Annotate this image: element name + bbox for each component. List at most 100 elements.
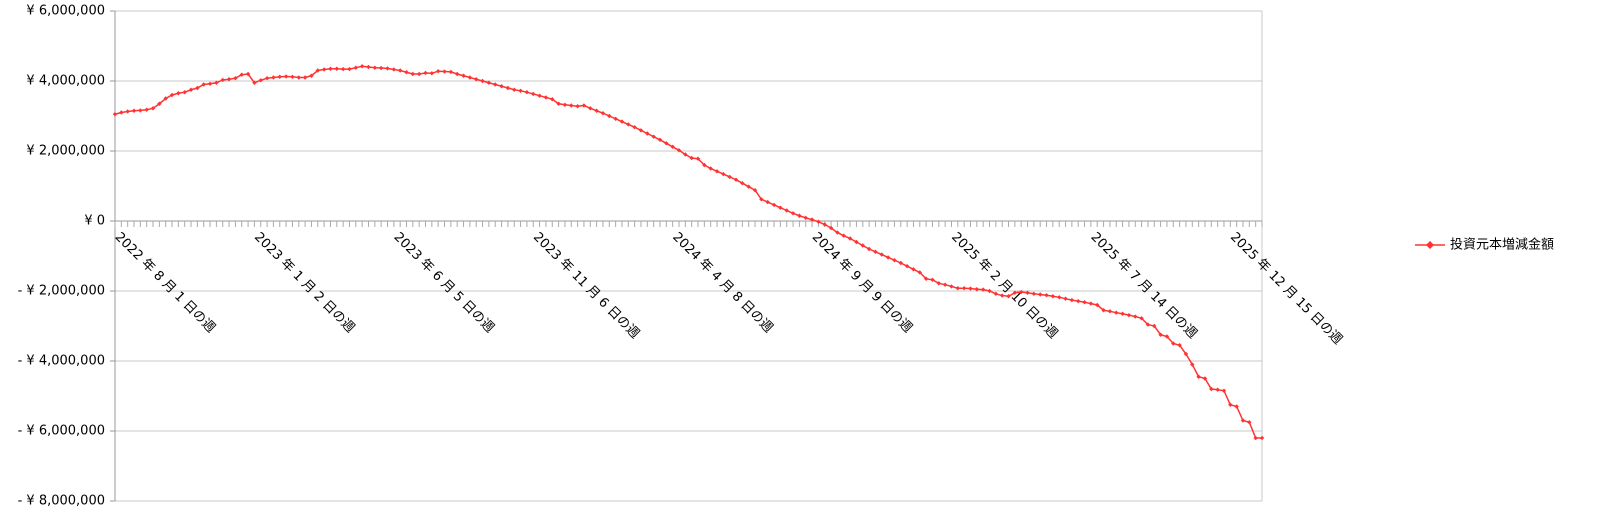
legend-label: 投資元本増減金額 <box>1450 237 1554 253</box>
y-tick-label: ¥ 0 <box>84 214 105 229</box>
data-point <box>334 66 339 71</box>
data-point <box>397 68 403 73</box>
data-point <box>676 148 682 153</box>
data-point <box>157 101 162 106</box>
data-point <box>1006 294 1011 299</box>
data-point <box>607 113 612 119</box>
y-tick-label: - ¥ 2,000,000 <box>18 284 105 299</box>
data-point <box>866 246 872 252</box>
data-point <box>499 84 504 89</box>
data-point <box>683 152 688 157</box>
data-point <box>797 213 802 218</box>
data-point <box>588 106 593 111</box>
data-point <box>873 249 878 254</box>
data-point <box>721 171 726 177</box>
data-point <box>214 80 219 85</box>
data-point <box>556 101 561 106</box>
data-point <box>993 291 999 296</box>
data-point <box>987 288 992 294</box>
data-point <box>689 155 694 161</box>
data-point <box>746 184 751 189</box>
data-point <box>854 239 859 245</box>
data-point <box>347 66 352 72</box>
data-point <box>879 252 884 257</box>
x-tick-label: 2022 年 8 月 1 日の週 <box>112 230 218 336</box>
data-point <box>195 85 200 91</box>
data-point <box>1221 388 1227 393</box>
data-point <box>1164 334 1170 339</box>
data-point <box>543 95 549 100</box>
data-point <box>163 96 168 101</box>
data-point <box>271 75 276 80</box>
y-tick-label: ¥ 2,000,000 <box>26 144 105 159</box>
data-point <box>201 82 206 87</box>
data-point <box>695 156 701 161</box>
data-point <box>435 69 441 74</box>
data-point <box>1177 343 1182 348</box>
y-tick-label: ¥ 6,000,000 <box>26 4 105 19</box>
data-point <box>664 141 669 146</box>
data-point <box>366 64 371 70</box>
data-point <box>207 81 213 86</box>
y-tick-label: ¥ 4,000,000 <box>26 74 105 89</box>
data-point <box>385 66 390 71</box>
data-point <box>1088 301 1094 306</box>
data-point <box>245 71 251 77</box>
data-point <box>1190 362 1195 367</box>
data-point <box>778 205 783 210</box>
data-point <box>188 87 194 92</box>
data-point <box>575 104 580 109</box>
data-point <box>562 102 568 107</box>
data-point <box>1025 290 1030 295</box>
data-point <box>841 233 846 238</box>
data-point <box>930 277 935 282</box>
data-point <box>448 69 454 75</box>
data-point <box>372 65 378 70</box>
data-point <box>258 78 263 83</box>
data-point <box>264 76 270 81</box>
data-point <box>315 68 320 73</box>
data-point <box>1158 332 1163 337</box>
data-point <box>169 92 175 98</box>
data-point <box>1114 310 1119 315</box>
data-point <box>898 260 903 266</box>
data-point <box>467 75 473 80</box>
data-point <box>359 64 365 69</box>
data-point <box>809 217 815 222</box>
data-point <box>410 71 416 77</box>
data-point <box>1101 308 1106 313</box>
data-point <box>638 128 644 133</box>
data-point <box>765 199 770 205</box>
data-point <box>1082 300 1087 305</box>
data-point <box>1076 298 1081 304</box>
data-point <box>1095 302 1100 308</box>
data-point <box>283 74 289 79</box>
data-point <box>1126 312 1132 318</box>
data-point <box>790 211 796 216</box>
data-point <box>1120 311 1125 316</box>
data-point <box>321 67 327 72</box>
data-point <box>309 73 314 78</box>
y-tick-label: - ¥ 4,000,000 <box>18 354 105 369</box>
data-point <box>1215 387 1220 392</box>
data-point <box>1057 295 1062 300</box>
y-tick-label: - ¥ 8,000,000 <box>18 494 105 509</box>
data-point <box>727 174 732 180</box>
data-point <box>1107 309 1113 314</box>
data-point <box>1038 292 1043 297</box>
data-point <box>537 93 542 98</box>
data-point <box>626 122 631 127</box>
legend-marker <box>1426 241 1434 249</box>
data-point <box>1031 291 1037 296</box>
data-point <box>277 74 282 79</box>
data-point <box>949 284 954 289</box>
data-point <box>226 77 232 82</box>
data-point <box>429 71 435 76</box>
data-point <box>1259 435 1265 441</box>
data-point <box>892 258 897 263</box>
data-point <box>1234 404 1239 409</box>
data-point <box>454 71 460 77</box>
data-point <box>531 91 536 97</box>
data-point <box>980 287 986 292</box>
